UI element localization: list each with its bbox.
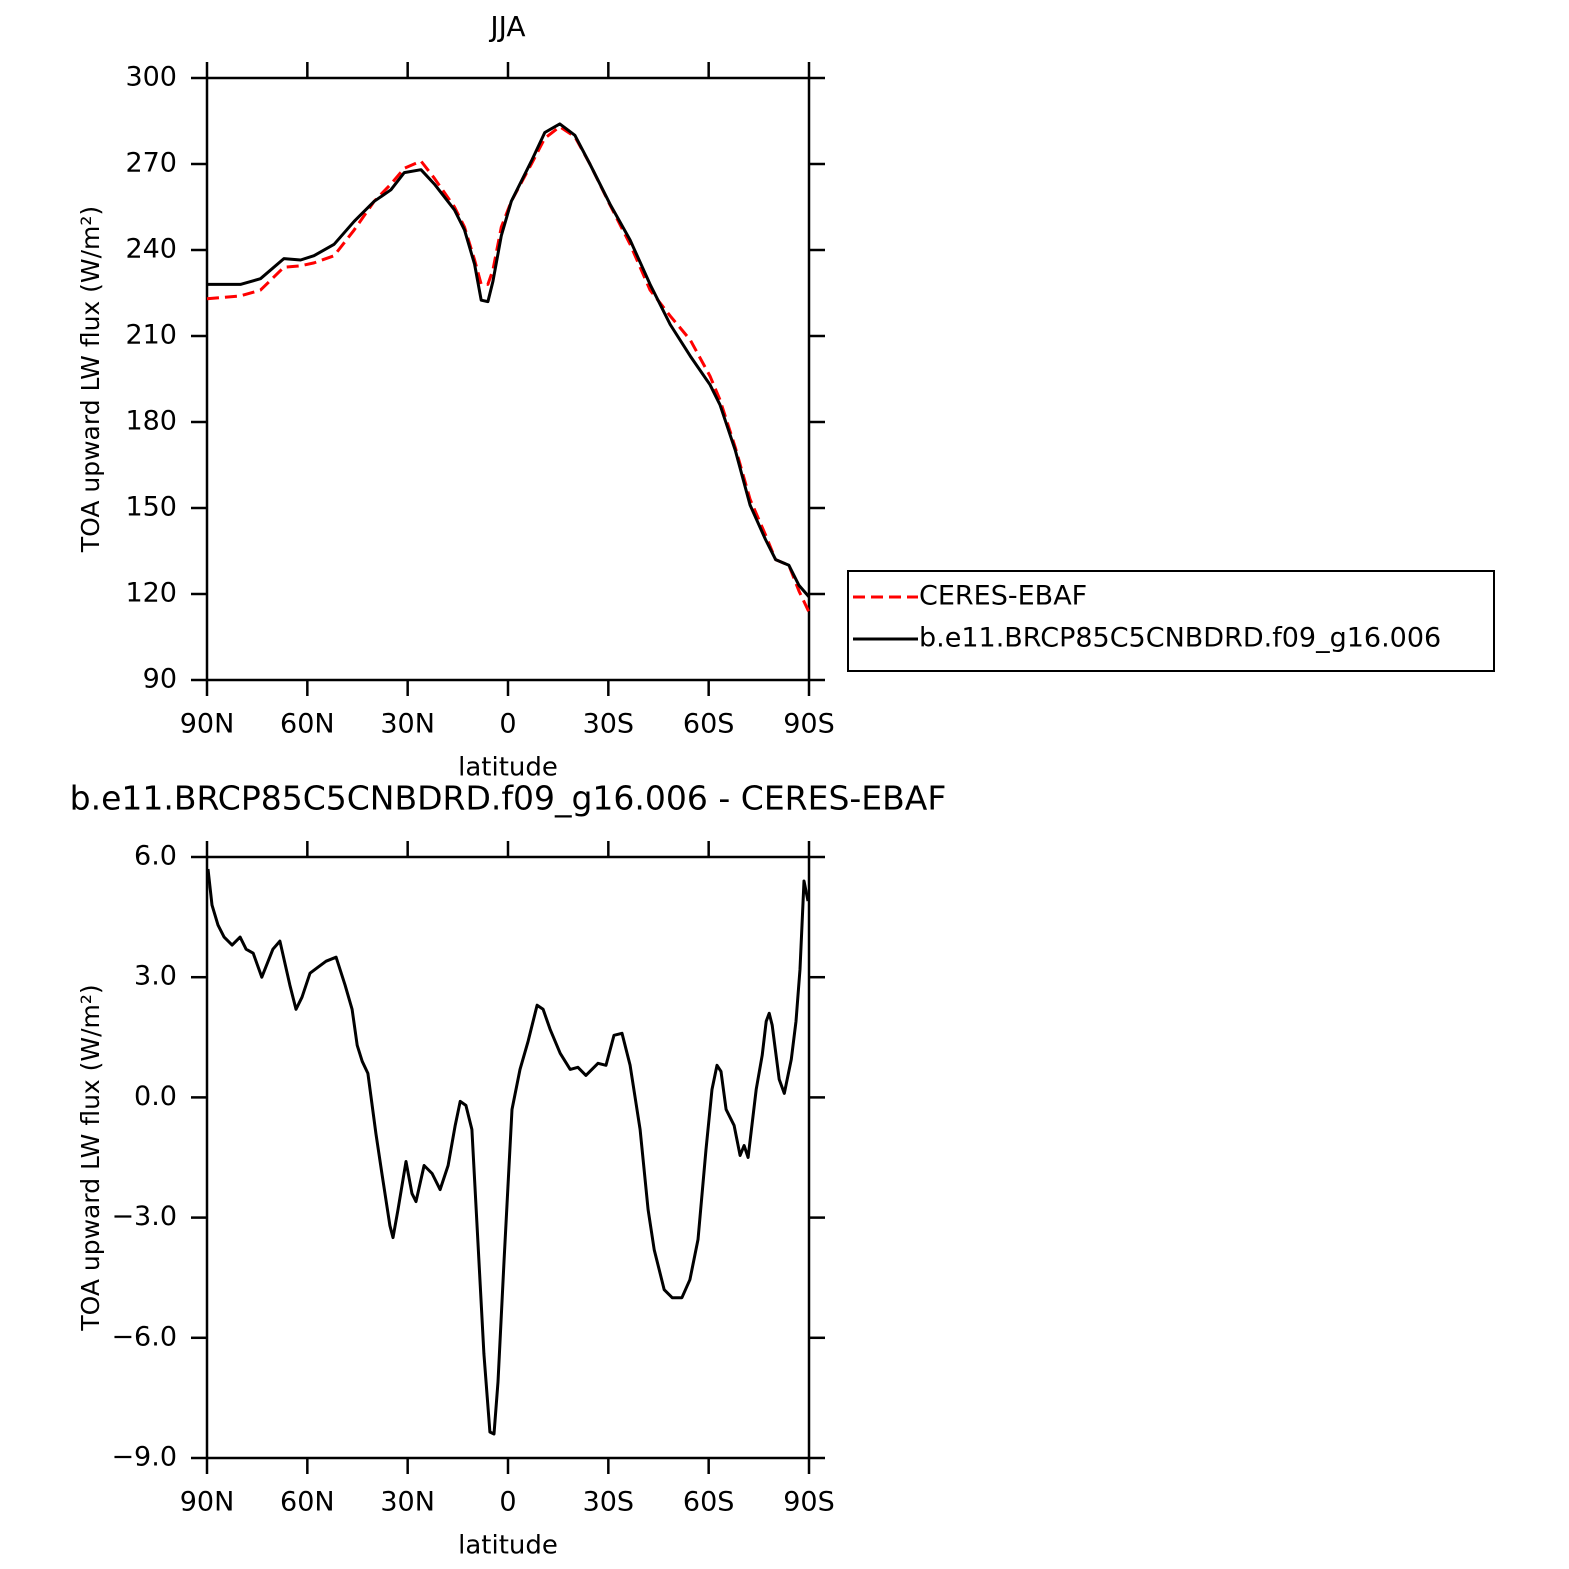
y-tick-label: −9.0	[111, 1442, 177, 1473]
y-tick-label: −3.0	[111, 1201, 177, 1232]
y-tick-label: −6.0	[111, 1321, 177, 1352]
legend-box	[847, 570, 1495, 672]
y-tick-label: 180	[125, 406, 177, 437]
y-tick-label: 210	[125, 320, 177, 351]
y-tick-label: 120	[125, 578, 177, 609]
legend-label: b.e11.BRCP85C5CNBDRD.f09_g16.006	[919, 623, 1441, 654]
x-tick-label: 30N	[380, 709, 435, 740]
x-tick-label: 60N	[280, 709, 335, 740]
x-tick-label: 30N	[380, 1487, 435, 1518]
x-tick-label: 90N	[180, 709, 235, 740]
x-tick-label: 30S	[583, 709, 635, 740]
x-tick-label: 60S	[683, 709, 735, 740]
x-tick-label: 90S	[783, 709, 835, 740]
data-line	[207, 122, 811, 598]
y-tick-label: 300	[125, 62, 177, 93]
y-tick-label: 6.0	[134, 841, 177, 872]
y-axis-label: TOA upward LW flux (W/m²)	[76, 984, 105, 1331]
chart-title: b.e11.BRCP85C5CNBDRD.f09_g16.006 - CERES…	[70, 779, 947, 818]
x-tick-label: 0	[499, 709, 516, 740]
y-tick-label: 270	[125, 148, 177, 179]
data-line	[206, 125, 811, 613]
x-tick-label: 90N	[180, 1487, 235, 1518]
y-tick-label: 150	[125, 492, 177, 523]
x-tick-label: 90S	[783, 1487, 835, 1518]
y-tick-label: 0.0	[134, 1081, 177, 1112]
y-tick-label: 3.0	[134, 961, 177, 992]
x-tick-label: 30S	[583, 1487, 635, 1518]
x-axis-label: latitude	[458, 1531, 558, 1561]
y-axis-label: TOA upward LW flux (W/m²)	[76, 206, 105, 553]
x-tick-label: 60N	[280, 1487, 335, 1518]
data-line	[206, 868, 810, 1436]
y-tick-label: 90	[143, 664, 177, 695]
x-axis-label: latitude	[458, 753, 558, 783]
chart-title: JJA	[488, 10, 525, 43]
y-tick-label: 240	[125, 234, 177, 265]
plot-frame	[205, 76, 811, 682]
x-tick-label: 0	[499, 1487, 516, 1518]
legend-label: CERES-EBAF	[919, 581, 1087, 612]
x-tick-label: 60S	[683, 1487, 735, 1518]
